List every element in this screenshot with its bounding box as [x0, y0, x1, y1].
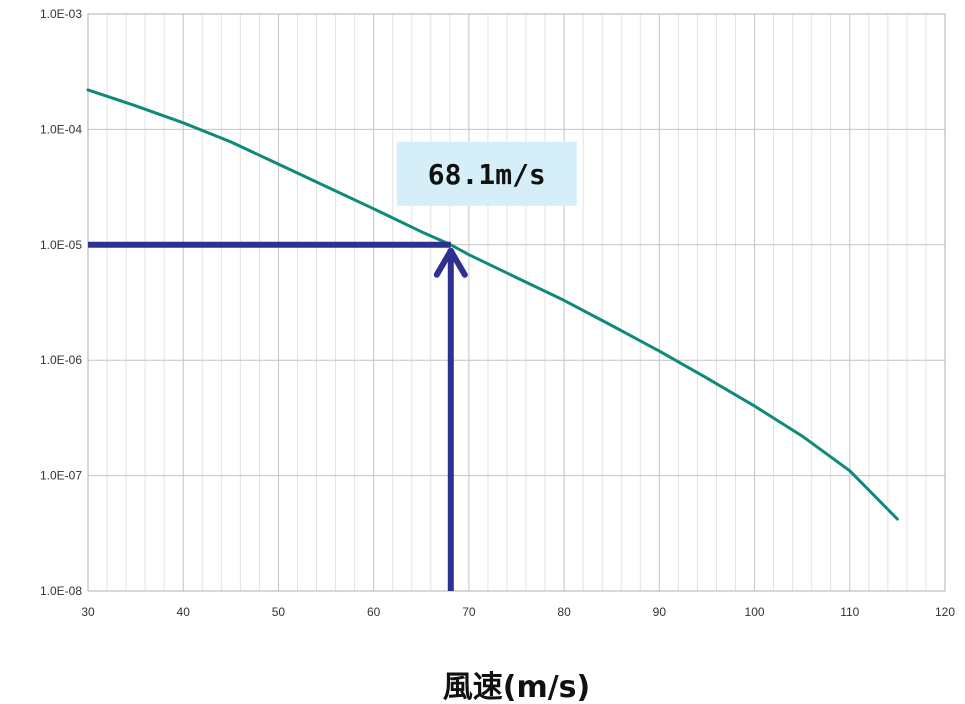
y-tick-label: 1.0E-05: [40, 238, 82, 252]
x-tick-label: 60: [367, 605, 381, 619]
x-axis-tick-labels: 30 40 50 60 70 80 90 100 110 120: [81, 605, 955, 619]
x-tick-label: 40: [177, 605, 191, 619]
y-tick-label: 1.0E-08: [40, 584, 82, 598]
annotation-callout-label: 68.1m/s: [428, 158, 546, 191]
y-tick-label: 1.0E-06: [40, 353, 82, 367]
x-tick-label: 110: [840, 605, 859, 619]
y-axis-tick-labels: 1.0E-03 1.0E-04 1.0E-05 1.0E-06 1.0E-07 1.0E-…: [40, 7, 82, 598]
y-tick-label: 1.0E-04: [40, 122, 82, 136]
x-axis-title: 風速(m/s): [443, 670, 591, 704]
x-tick-label: 80: [557, 605, 571, 619]
x-tick-label: 30: [81, 605, 95, 619]
plot-area-border: [87, 13, 946, 592]
x-tick-label: 100: [745, 605, 765, 619]
annotation-arrowhead: [433, 247, 468, 278]
series-line: [86, 88, 899, 521]
x-tick-label: 50: [272, 605, 286, 619]
x-tick-label: 70: [462, 605, 476, 619]
y-tick-label: 1.0E-03: [40, 7, 82, 21]
y-tick-label: 1.0E-07: [40, 469, 82, 483]
x-tick-label: 120: [935, 605, 955, 619]
x-tick-label: 90: [653, 605, 667, 619]
annotation-callout-box: [396, 141, 577, 206]
